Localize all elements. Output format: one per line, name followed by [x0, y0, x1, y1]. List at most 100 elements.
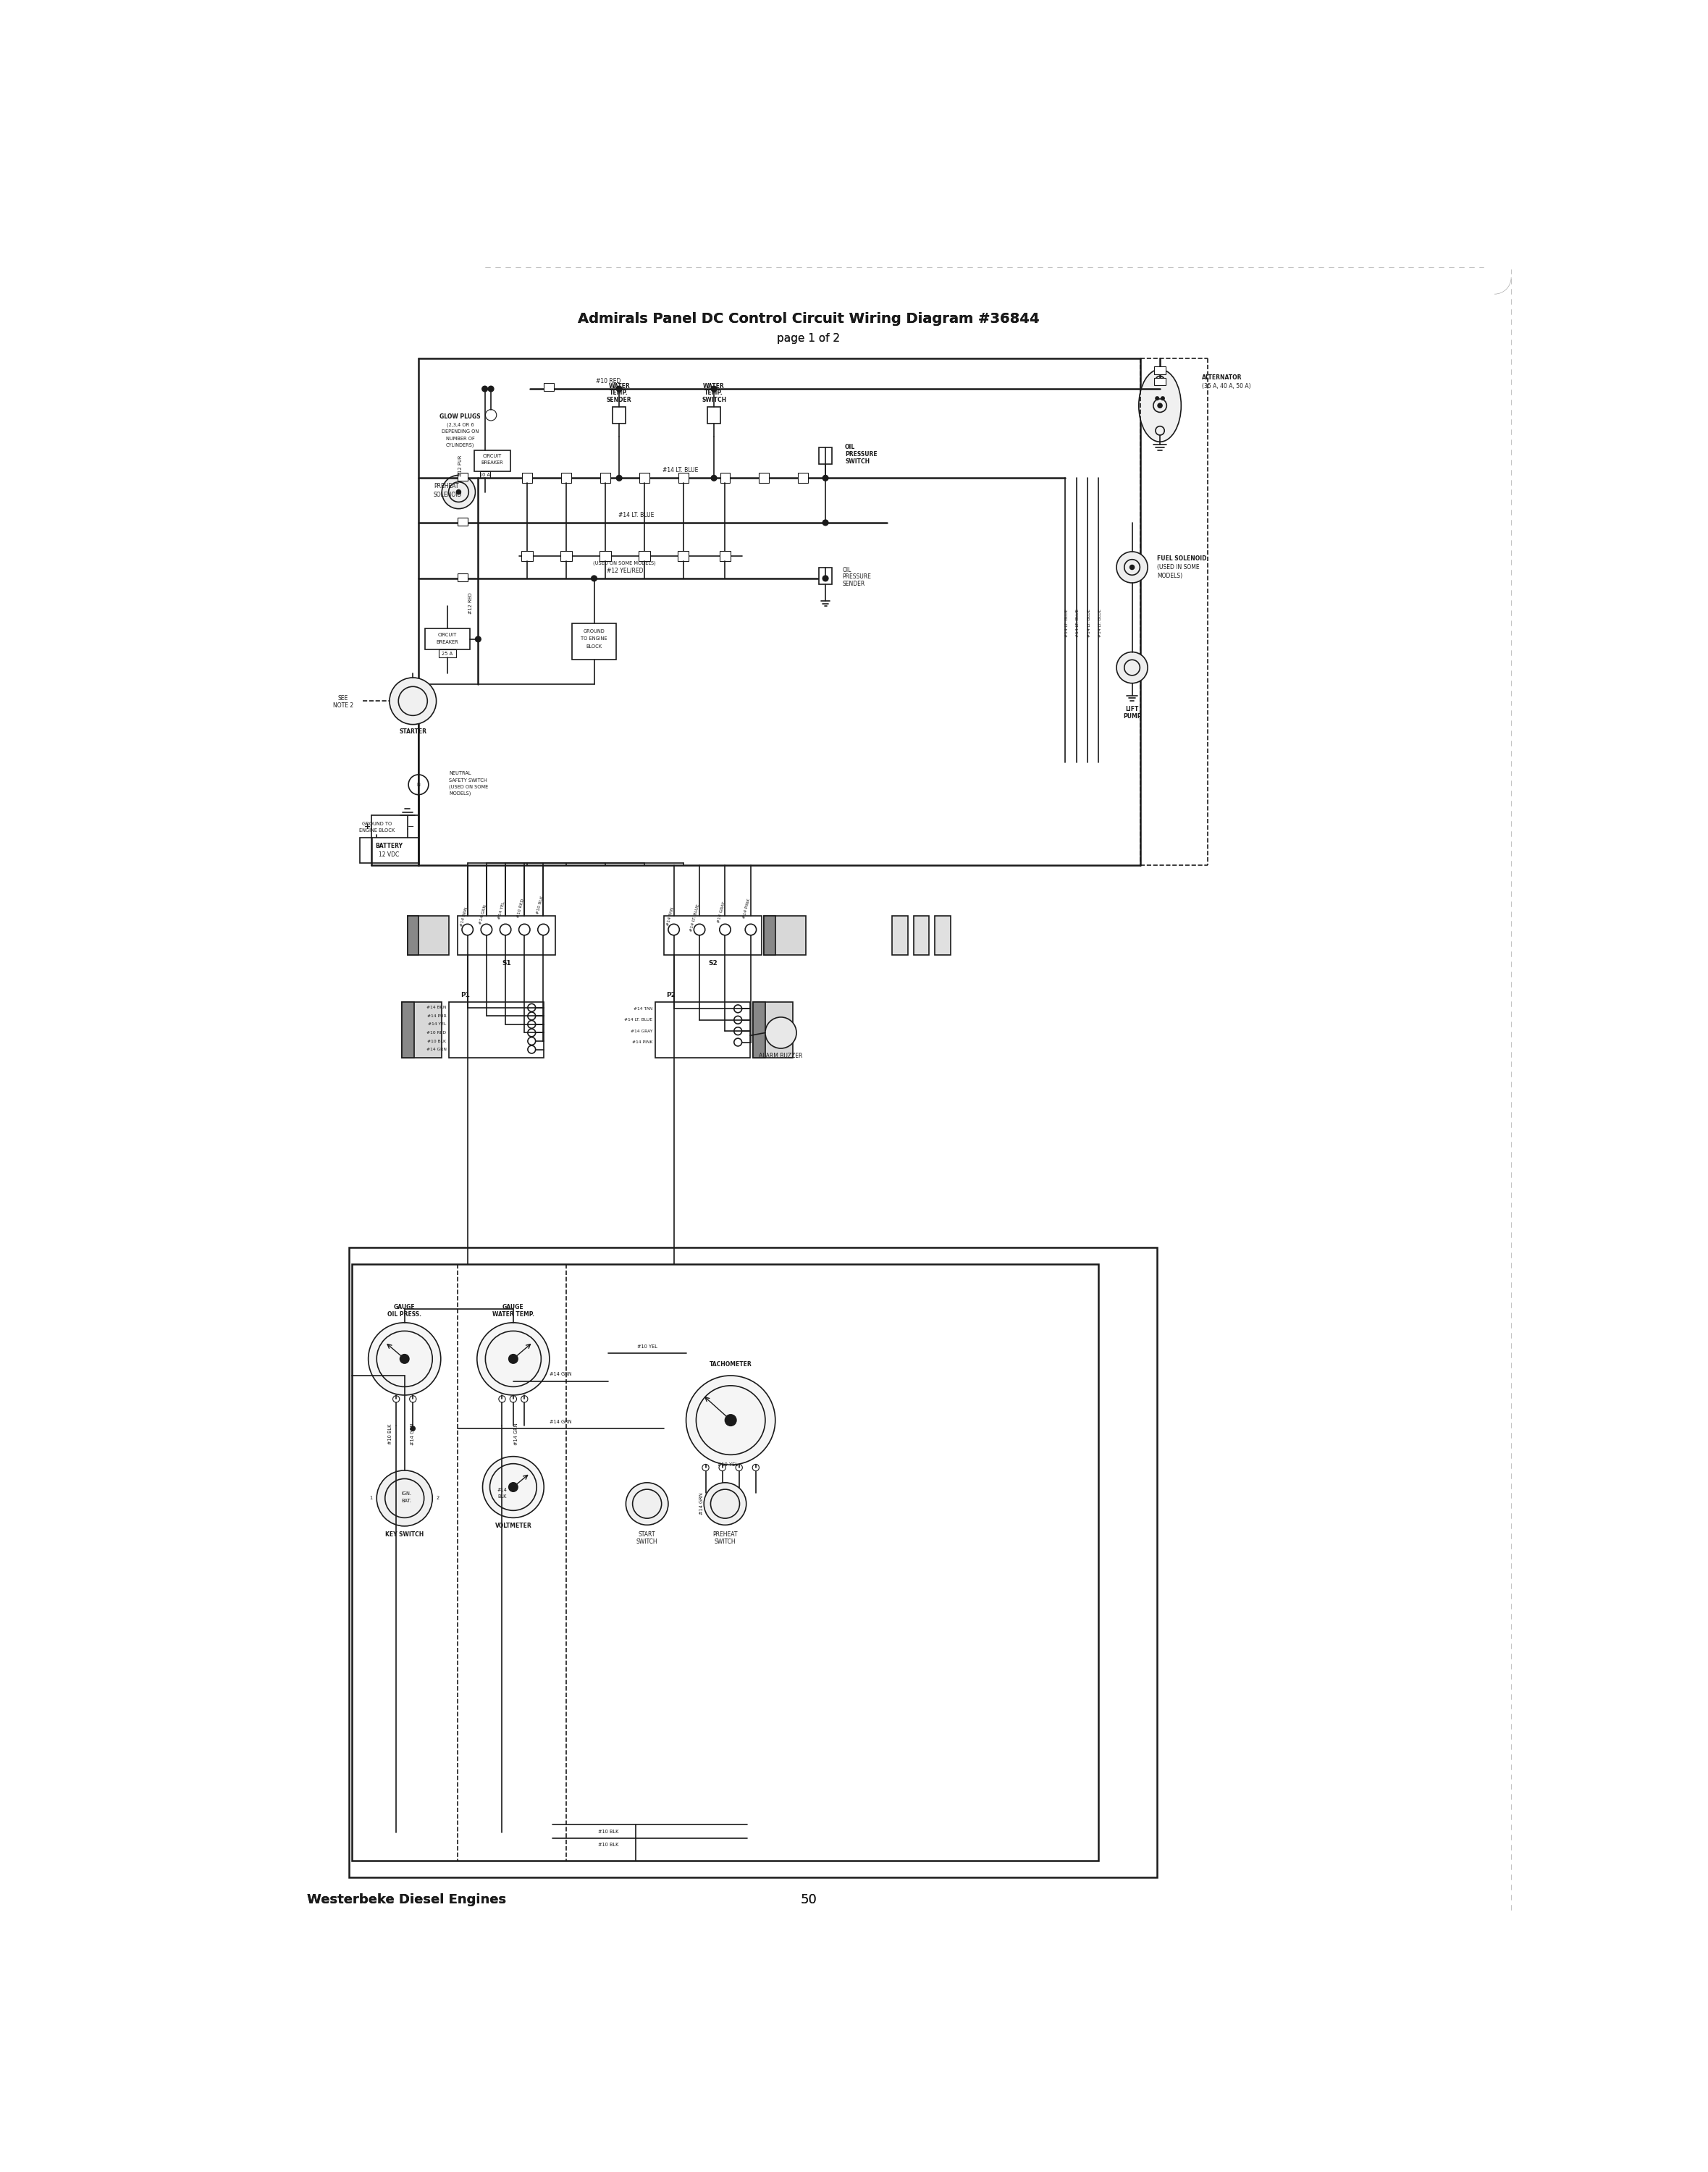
Text: LIFT: LIFT [1126, 706, 1139, 712]
Circle shape [482, 387, 487, 391]
Text: P1: P1 [459, 993, 470, 999]
Circle shape [477, 1323, 550, 1394]
Circle shape [704, 1483, 746, 1525]
Text: #12 PUR: #12 PUR [458, 456, 463, 476]
Text: Admirals Panel DC Control Circuit Wiring Diagram #36844: Admirals Panel DC Control Circuit Wiring… [577, 313, 1040, 326]
Circle shape [765, 1016, 796, 1049]
Text: PRESSURE: PRESSURE [842, 573, 871, 580]
Circle shape [823, 519, 828, 526]
Text: #14 BRN: #14 BRN [459, 908, 468, 927]
Text: GLOW PLUGS: GLOW PLUGS [439, 413, 480, 419]
Text: #14 LT. BLUE: #14 LT. BLUE [1066, 608, 1069, 636]
Text: −: − [407, 823, 413, 830]
Bar [439, 649, 456, 658]
Circle shape [400, 1355, 408, 1364]
Circle shape [509, 1483, 518, 1492]
Circle shape [687, 1375, 775, 1464]
Bar [407, 917, 418, 956]
Text: ENGINE BLOCK: ENGINE BLOCK [359, 828, 395, 832]
Text: PUMP: PUMP [1122, 712, 1141, 719]
Text: CYLINDERS): CYLINDERS) [446, 443, 475, 447]
Text: #14 GRN: #14 GRN [478, 904, 487, 925]
Text: #10 BLK: #10 BLK [536, 895, 543, 914]
Text: page 1 of 2: page 1 of 2 [777, 332, 840, 343]
Bar [425, 628, 470, 649]
Bar [664, 917, 762, 956]
Bar [480, 471, 490, 478]
Circle shape [410, 1427, 415, 1431]
Bar [560, 552, 572, 560]
Bar [458, 473, 468, 480]
Text: S1: S1 [502, 960, 511, 967]
Text: VOLTMETER: VOLTMETER [495, 1523, 531, 1529]
Text: #12 RED: #12 RED [468, 593, 473, 615]
Bar [763, 917, 775, 956]
Text: #14 GRAY: #14 GRAY [717, 901, 726, 923]
Circle shape [488, 387, 494, 391]
Text: GROUND: GROUND [584, 630, 605, 634]
Text: 50: 50 [801, 1894, 816, 1907]
Bar [613, 406, 625, 424]
Text: STARTER: STARTER [400, 728, 427, 734]
Text: DEPENDING ON: DEPENDING ON [442, 430, 478, 434]
Circle shape [369, 1323, 441, 1394]
Text: GAUGE: GAUGE [502, 1303, 524, 1310]
Text: #10 BLK: #10 BLK [388, 1425, 393, 1444]
Text: #10 BLK: #10 BLK [598, 1829, 618, 1833]
Text: #14 YEL: #14 YEL [429, 1023, 446, 1025]
Circle shape [1156, 397, 1158, 400]
Text: #14 YEL: #14 YEL [497, 901, 506, 921]
Text: GAUGE: GAUGE [395, 1303, 415, 1310]
Bar [763, 917, 806, 956]
Text: OIL: OIL [842, 567, 851, 573]
Text: page 1 of 2: page 1 of 2 [777, 332, 840, 343]
Text: #10 BLK: #10 BLK [427, 1040, 446, 1043]
Text: IGN.: IGN. [401, 1492, 412, 1497]
Text: MODELS): MODELS) [449, 791, 471, 795]
Bar [523, 473, 533, 482]
Bar [639, 552, 649, 560]
Text: #14 GRN: #14 GRN [427, 1047, 446, 1051]
Bar [543, 382, 553, 391]
Text: #10 YEL: #10 YEL [717, 1462, 738, 1466]
Text: TEMP.: TEMP. [705, 389, 722, 395]
Bar [352, 1264, 1098, 1861]
Text: SEE: SEE [338, 695, 348, 702]
Bar [1155, 378, 1165, 384]
Text: ALARM BUZZER: ALARM BUZZER [758, 1053, 803, 1060]
Text: 1: 1 [369, 1497, 372, 1501]
Circle shape [475, 636, 482, 643]
Circle shape [377, 1470, 432, 1527]
Text: OIL: OIL [845, 443, 856, 450]
Bar [600, 473, 610, 482]
Text: #10 RED: #10 RED [596, 378, 620, 384]
Bar [892, 917, 909, 956]
Text: #12 YEL/RED: #12 YEL/RED [606, 567, 642, 573]
Text: #14 LT. BLUE: #14 LT. BLUE [625, 1019, 652, 1021]
Text: +: + [364, 823, 371, 830]
Circle shape [625, 1483, 668, 1525]
Text: #14 GRN: #14 GRN [514, 1423, 518, 1444]
Text: WATER: WATER [704, 382, 724, 389]
Text: #14 GRN: #14 GRN [550, 1420, 572, 1425]
Text: #14 TAN: #14 TAN [666, 908, 675, 925]
Bar [818, 447, 832, 465]
Text: 12 VDC: 12 VDC [379, 851, 400, 858]
Circle shape [711, 387, 717, 391]
Text: #14 PINK: #14 PINK [743, 899, 752, 919]
Text: TEMP.: TEMP. [610, 389, 629, 395]
Text: FUEL SOLENOID: FUEL SOLENOID [1158, 556, 1208, 563]
Circle shape [456, 489, 461, 495]
Bar [656, 1001, 750, 1058]
Text: SOLENOID: SOLENOID [434, 491, 463, 497]
Text: (USED IN SOME: (USED IN SOME [1158, 565, 1199, 571]
Bar [707, 406, 721, 424]
Text: NOTE 2: NOTE 2 [333, 702, 354, 708]
Circle shape [483, 1457, 543, 1518]
Text: #14 GRAY: #14 GRAY [630, 1030, 652, 1034]
Bar [348, 1247, 1158, 1877]
Text: #10 BLK: #10 BLK [598, 1842, 618, 1846]
Text: (USED ON SOME MODELS): (USED ON SOME MODELS) [593, 560, 656, 565]
Bar [449, 1001, 543, 1058]
Circle shape [442, 476, 475, 508]
